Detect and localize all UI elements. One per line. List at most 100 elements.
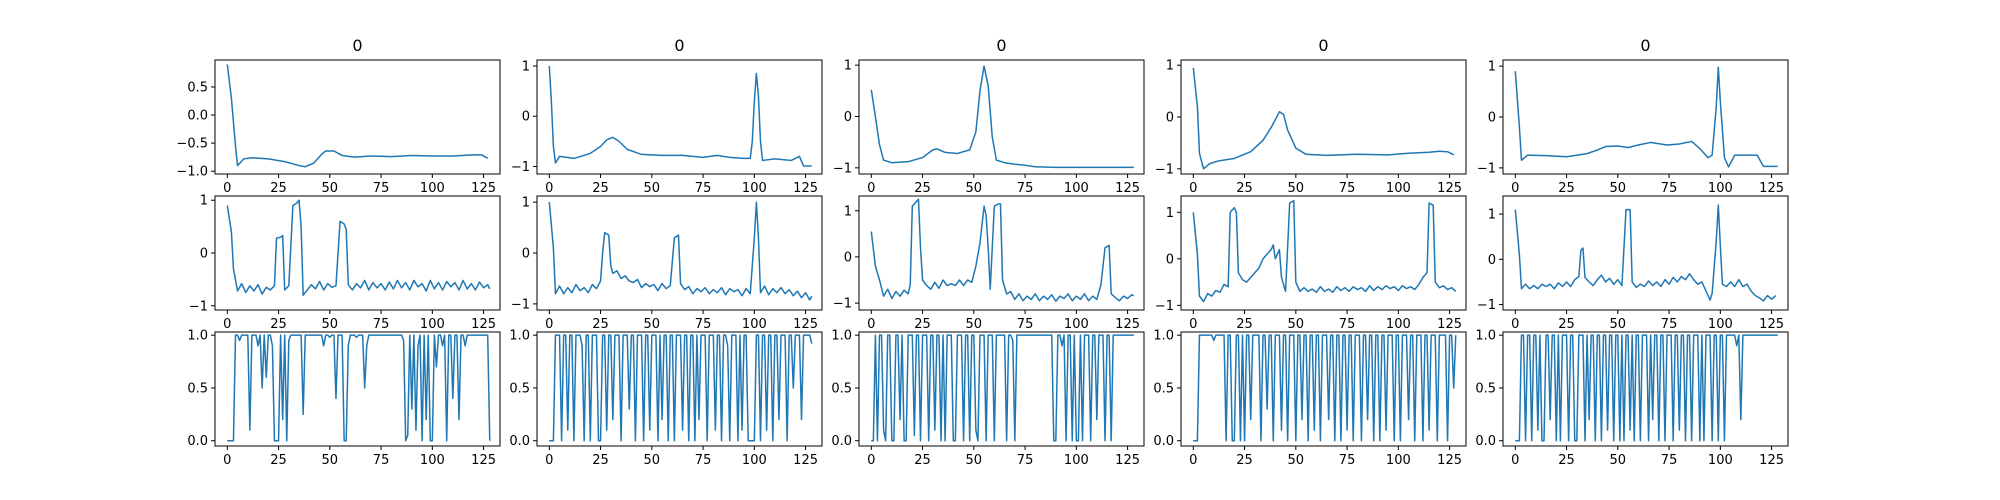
x-tick-label: 100 [420, 181, 445, 196]
y-tick-label: 1 [200, 194, 208, 209]
x-tick-label: 50 [966, 181, 983, 196]
x-tick-label: 0 [867, 181, 875, 196]
x-tick-label: 100 [1708, 317, 1733, 332]
subplot-r2-c1: 0 25 50 75 100 125 1.0 0.5 0.0 [509, 329, 823, 468]
y-tick-label: 0.5 [1475, 381, 1496, 396]
y-tick-label: −1 [1155, 162, 1174, 177]
subplot-r1-c2: 0 25 50 75 100 125 1 0 −1 [833, 195, 1145, 332]
x-tick-label: 125 [793, 317, 818, 332]
axes-frame [858, 331, 1145, 447]
series-line [549, 334, 813, 442]
y-tick-label: 0 [200, 247, 208, 262]
axes-frame [1180, 195, 1467, 311]
x-tick-label: 25 [1558, 181, 1575, 196]
x-tick-label: 75 [1017, 453, 1034, 468]
x-tick-label: 125 [1437, 181, 1462, 196]
x-tick-label: 25 [1236, 317, 1253, 332]
axes-frame [858, 59, 1145, 175]
x-tick-label: 25 [592, 181, 609, 196]
y-tick-label: −1 [189, 299, 208, 314]
y-tick-label: 1.0 [187, 329, 208, 344]
x-tick-label: 100 [1386, 317, 1411, 332]
x-tick-label: 50 [966, 317, 983, 332]
x-tick-label: 125 [793, 453, 818, 468]
subplot-r0-c1: 0 25 50 75 100 125 1 0 −1 0 [511, 36, 823, 196]
x-tick-label: 100 [1064, 317, 1089, 332]
x-tick-label: 100 [1708, 453, 1733, 468]
subplot-r2-c0: 0 25 50 75 100 125 1.0 0.5 0.0 [187, 329, 501, 468]
x-tick-label: 50 [644, 181, 661, 196]
x-tick-label: 50 [1288, 453, 1305, 468]
y-tick-label: −1.0 [176, 165, 208, 180]
x-tick-label: 75 [1661, 453, 1678, 468]
x-tick-label: 100 [1708, 181, 1733, 196]
x-tick-label: 100 [1064, 181, 1089, 196]
x-tick-label: 25 [270, 453, 287, 468]
y-tick-label: 0 [844, 250, 852, 265]
series-line [1515, 334, 1778, 442]
x-tick-label: 50 [1288, 317, 1305, 332]
x-tick-label: 75 [695, 453, 712, 468]
x-tick-label: 25 [1236, 181, 1253, 196]
x-tick-label: 75 [1661, 317, 1678, 332]
x-tick-label: 25 [270, 317, 287, 332]
x-tick-label: 75 [1661, 181, 1678, 196]
x-tick-label: 125 [1759, 317, 1784, 332]
x-tick-label: 0 [545, 317, 553, 332]
y-tick-label: 0.0 [509, 434, 530, 449]
x-tick-label: 125 [1437, 453, 1462, 468]
subplot-title: 0 [1318, 36, 1328, 55]
x-tick-label: 75 [373, 181, 390, 196]
y-tick-label: 0.5 [831, 381, 852, 396]
axes-frame [1502, 195, 1789, 311]
y-tick-label: 0.0 [831, 434, 852, 449]
y-tick-label: 1 [1488, 208, 1496, 223]
x-tick-label: 0 [1189, 453, 1197, 468]
x-tick-label: 25 [1236, 453, 1253, 468]
y-tick-label: 0.0 [187, 109, 208, 124]
x-tick-label: 50 [322, 181, 339, 196]
x-tick-label: 50 [322, 453, 339, 468]
x-tick-label: 75 [695, 181, 712, 196]
x-tick-label: 0 [1511, 181, 1519, 196]
y-tick-label: 0 [1166, 252, 1174, 267]
x-tick-label: 75 [373, 453, 390, 468]
x-tick-label: 125 [1437, 317, 1462, 332]
y-tick-label: 1.0 [509, 329, 530, 344]
axes-frame [536, 331, 823, 447]
series-line [226, 64, 489, 168]
x-tick-label: 50 [644, 453, 661, 468]
x-tick-label: 0 [867, 317, 875, 332]
y-tick-label: 0 [1166, 111, 1174, 126]
x-tick-label: 100 [420, 453, 445, 468]
subplot-title: 0 [674, 36, 684, 55]
y-tick-label: 1 [844, 204, 852, 219]
x-tick-label: 25 [914, 453, 931, 468]
x-tick-label: 125 [1115, 317, 1140, 332]
x-tick-label: 0 [867, 453, 875, 468]
axes-frame [214, 59, 501, 175]
y-tick-label: 0.0 [1153, 434, 1174, 449]
x-tick-label: 0 [1189, 317, 1197, 332]
x-tick-label: 0 [545, 181, 553, 196]
subplot-title: 0 [1640, 36, 1650, 55]
y-tick-label: 1 [522, 60, 530, 75]
axes-frame [1180, 59, 1467, 175]
x-tick-label: 100 [1064, 453, 1089, 468]
subplot-r0-c0: 0 25 50 75 100 125 0.5 0.0 −0.5 −1.0 0 [176, 36, 501, 196]
x-tick-label: 75 [1017, 317, 1034, 332]
subplot-r0-c4: 0 25 50 75 100 125 1 0 −1 0 [1477, 36, 1789, 196]
x-tick-label: 25 [270, 181, 287, 196]
x-tick-label: 50 [1610, 181, 1627, 196]
subplot-r2-c3: 0 25 50 75 100 125 1.0 0.5 0.0 [1153, 329, 1467, 468]
y-tick-label: 0 [1488, 111, 1496, 126]
x-tick-label: 75 [695, 317, 712, 332]
y-tick-label: −0.5 [176, 137, 208, 152]
y-tick-label: 0 [522, 110, 530, 125]
x-tick-label: 50 [322, 317, 339, 332]
series-line [548, 65, 812, 167]
series-line [871, 334, 1134, 442]
x-tick-label: 50 [1610, 453, 1627, 468]
x-tick-label: 100 [1386, 181, 1411, 196]
